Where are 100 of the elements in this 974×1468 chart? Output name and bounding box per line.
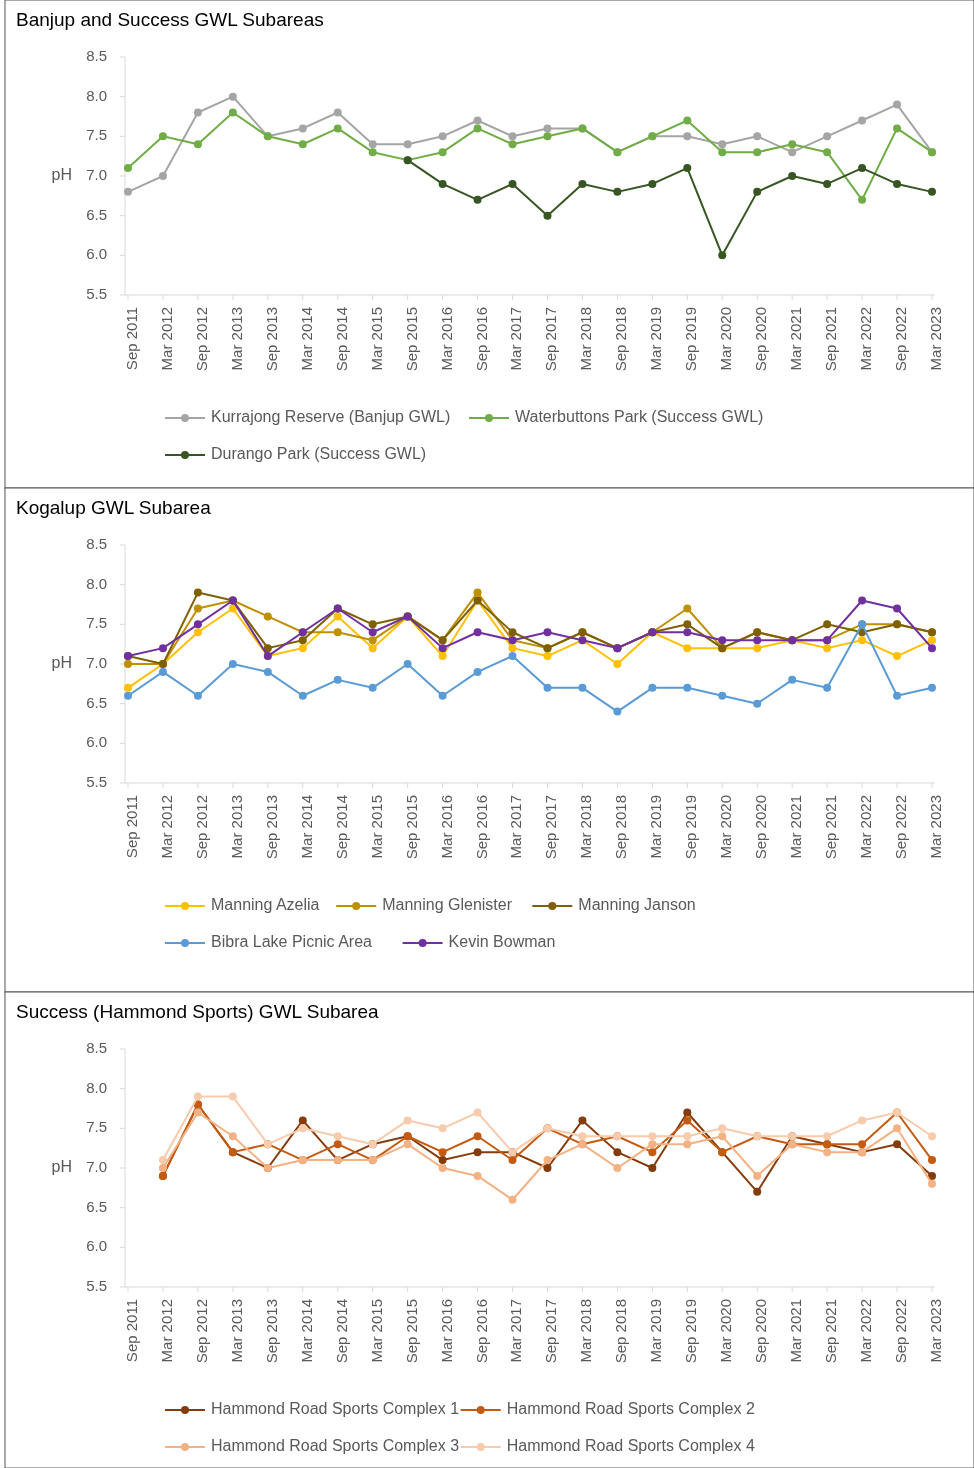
x-tick-label: Sep 2016 xyxy=(472,795,490,860)
point xyxy=(683,620,692,629)
point xyxy=(508,628,517,637)
x-tick-label: Mar 2021 xyxy=(787,307,805,371)
point xyxy=(823,179,832,188)
point xyxy=(718,691,727,700)
point xyxy=(438,1156,447,1165)
x-tick-label: Sep 2018 xyxy=(612,1299,630,1364)
point xyxy=(228,1132,237,1141)
y-tick-label: 8.5 xyxy=(86,46,107,64)
point xyxy=(543,1164,552,1172)
legend-label: Hammond Road Sports Complex 3 xyxy=(211,1437,460,1455)
point xyxy=(753,187,762,196)
point xyxy=(508,644,517,653)
x-tick-label: Mar 2015 xyxy=(367,795,385,859)
x-tick-label: Sep 2012 xyxy=(192,307,210,372)
point xyxy=(473,1171,482,1180)
point xyxy=(683,644,692,653)
point xyxy=(193,691,202,700)
point xyxy=(753,132,762,141)
x-tick-label: Mar 2017 xyxy=(507,307,525,371)
point xyxy=(648,179,657,188)
point xyxy=(124,691,132,700)
x-tick-label: Mar 2019 xyxy=(647,307,665,371)
point xyxy=(508,132,517,141)
chart-title: Success (Hammond Sports) GWL Subarea xyxy=(16,1001,379,1022)
y-tick-label: 7.5 xyxy=(86,126,107,144)
point xyxy=(683,604,692,613)
point xyxy=(683,164,692,173)
y-tick-label: 8.0 xyxy=(86,1078,107,1096)
legend-label: Hammond Road Sports Complex 4 xyxy=(506,1437,755,1455)
point xyxy=(298,1116,307,1125)
x-tick-label: Mar 2018 xyxy=(577,307,595,371)
legend-label: Durango Park (Success GWL) xyxy=(211,445,427,463)
point xyxy=(893,691,902,700)
y-tick-label: 7.5 xyxy=(86,1118,107,1136)
point xyxy=(368,620,377,629)
point xyxy=(858,195,867,204)
point xyxy=(124,660,132,668)
point xyxy=(753,636,762,645)
x-tick-label: Sep 2020 xyxy=(752,795,770,860)
point xyxy=(823,644,832,653)
y-axis-title: pH xyxy=(51,654,72,672)
point xyxy=(648,683,657,692)
point xyxy=(368,628,377,637)
point xyxy=(893,1124,902,1133)
point xyxy=(508,652,517,661)
x-tick-label: Mar 2022 xyxy=(857,1299,875,1363)
point xyxy=(263,612,272,621)
point xyxy=(823,1132,832,1141)
point xyxy=(928,1171,936,1180)
point xyxy=(543,124,552,133)
x-tick-label: Mar 2012 xyxy=(157,307,175,371)
y-tick-label: 6.0 xyxy=(86,245,107,263)
point xyxy=(473,667,482,676)
point xyxy=(333,1140,342,1149)
point xyxy=(368,140,377,149)
point xyxy=(718,1124,727,1133)
point xyxy=(648,1148,657,1157)
point xyxy=(473,1108,482,1117)
x-tick-label: Sep 2022 xyxy=(892,795,910,860)
x-tick-label: Mar 2023 xyxy=(926,307,944,371)
point xyxy=(753,699,762,708)
point xyxy=(823,620,832,629)
chart-title: Kogalup GWL Subarea xyxy=(16,497,212,518)
x-tick-label: Mar 2014 xyxy=(297,307,315,371)
y-tick-label: 7.0 xyxy=(86,1157,107,1175)
y-tick-label: 6.0 xyxy=(86,1237,107,1255)
point xyxy=(578,179,587,188)
point xyxy=(473,116,482,125)
point xyxy=(298,140,307,149)
point xyxy=(158,172,167,180)
x-tick-label: Sep 2021 xyxy=(822,307,840,372)
point xyxy=(124,187,132,196)
x-tick-label: Sep 2017 xyxy=(542,1299,560,1364)
point xyxy=(753,148,762,157)
point xyxy=(928,1179,936,1188)
point xyxy=(613,1164,622,1172)
legend-label: Manning Janson xyxy=(578,896,696,914)
y-tick-label: 7.0 xyxy=(86,165,107,183)
point xyxy=(718,140,727,149)
x-tick-label: Sep 2012 xyxy=(192,1299,210,1364)
y-tick-label: 7.0 xyxy=(86,653,107,671)
point xyxy=(753,1187,762,1196)
point xyxy=(928,187,936,196)
point xyxy=(823,683,832,692)
point xyxy=(893,100,902,109)
point xyxy=(858,596,867,605)
point xyxy=(438,644,447,653)
point xyxy=(438,1124,447,1133)
y-tick-label: 8.0 xyxy=(86,86,107,104)
x-tick-label: Mar 2022 xyxy=(857,795,875,859)
x-tick-label: Sep 2013 xyxy=(262,307,280,372)
x-tick-label: Mar 2016 xyxy=(437,307,455,371)
point xyxy=(893,124,902,133)
point xyxy=(543,652,552,661)
point xyxy=(124,683,132,692)
y-tick-label: 6.5 xyxy=(86,205,107,223)
point xyxy=(368,683,377,692)
point xyxy=(473,628,482,637)
